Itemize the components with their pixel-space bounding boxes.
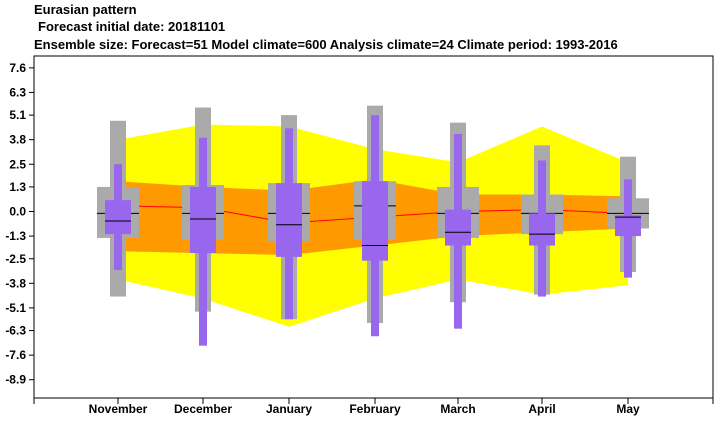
x-tick-label-november: November: [89, 402, 148, 416]
x-tick-label-january: January: [266, 402, 312, 416]
forecast-box-february: [362, 181, 388, 261]
x-tick-label-march: March: [440, 402, 475, 416]
forecast-box-december: [190, 186, 216, 254]
forecast-box-november: [105, 200, 131, 235]
y-tick-label: -3.8: [5, 276, 26, 290]
x-tick-label-may: May: [616, 402, 640, 416]
y-tick-label: -6.3: [5, 324, 26, 338]
x-tick-label-december: December: [174, 402, 232, 416]
chart-title: Eurasian pattern: [34, 2, 137, 17]
forecast-box-may: [615, 215, 641, 237]
y-tick-label: -2.5: [5, 252, 26, 266]
forecast-date-label: Forecast initial date: 20181101: [38, 19, 226, 34]
y-tick-label: -7.6: [5, 348, 26, 362]
y-tick-label: 7.6: [9, 61, 26, 75]
x-tick-label-february: February: [349, 402, 401, 416]
ensemble-info-label: Ensemble size: Forecast=51 Model climate…: [34, 37, 618, 52]
plot-frame: [33, 55, 714, 399]
y-tick-label: 0.0: [9, 205, 26, 219]
y-tick-label: -8.9: [5, 373, 26, 387]
forecast-box-march: [445, 209, 471, 246]
y-tick-label: 3.8: [9, 133, 26, 147]
x-tick-label-april: April: [528, 402, 555, 416]
y-tick-label: 2.5: [9, 157, 26, 171]
forecast-box-april: [529, 213, 555, 246]
y-tick-label: 6.3: [9, 85, 26, 99]
y-tick-label: -1.3: [5, 229, 26, 243]
y-tick-label: 5.1: [9, 108, 26, 122]
forecast-box-january: [276, 183, 302, 257]
y-tick-label: -5.1: [5, 301, 26, 315]
y-tick-label: 1.3: [9, 180, 26, 194]
